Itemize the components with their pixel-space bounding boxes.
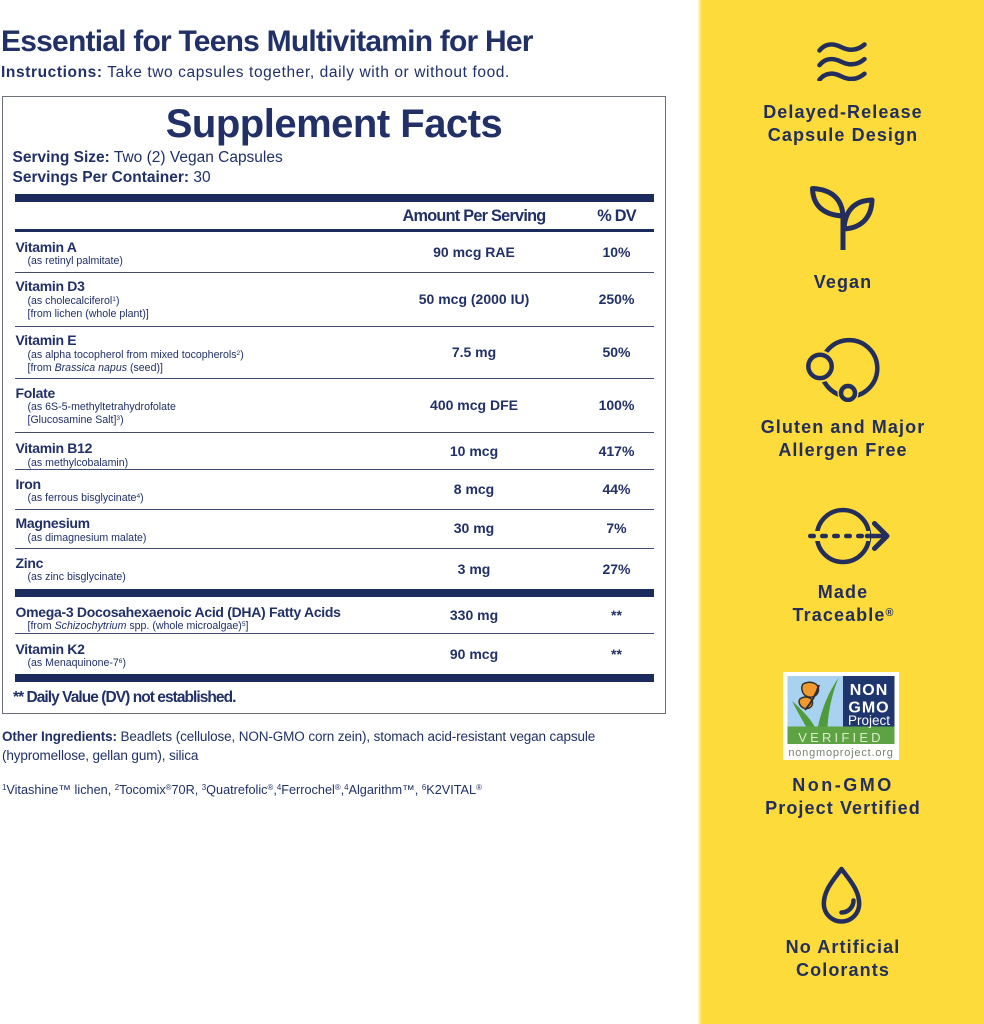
svg-text:VERIFIED: VERIFIED xyxy=(798,730,884,745)
svg-text:nongmoproject.org: nongmoproject.org xyxy=(788,747,893,759)
svg-text:GMO: GMO xyxy=(848,700,889,717)
svg-text:Project: Project xyxy=(848,713,890,728)
svg-text:NON: NON xyxy=(850,682,889,699)
